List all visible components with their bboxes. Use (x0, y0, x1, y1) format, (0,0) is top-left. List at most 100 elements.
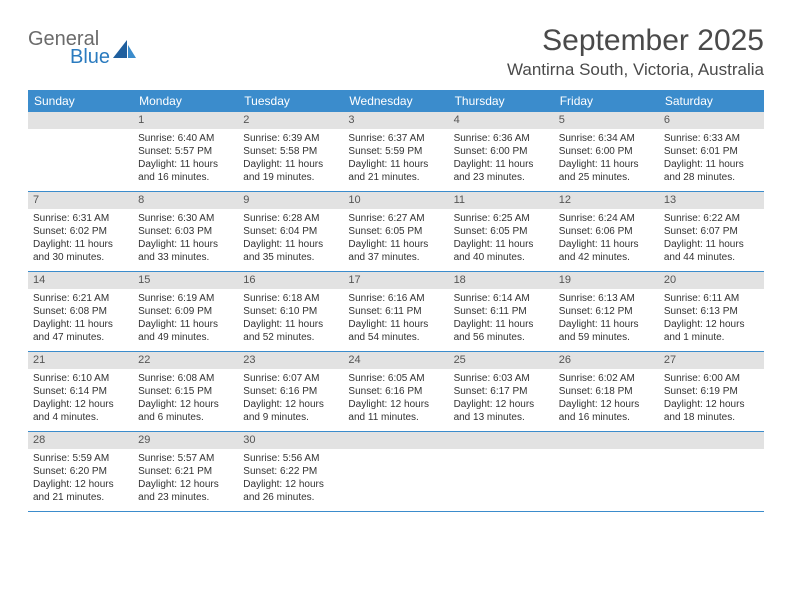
daylight-line1: Daylight: 11 hours (138, 238, 233, 251)
sunrise-text: Sunrise: 6:25 AM (454, 212, 549, 225)
daylight-line1: Daylight: 12 hours (33, 478, 128, 491)
calendar-cell: 17Sunrise: 6:16 AMSunset: 6:11 PMDayligh… (343, 272, 448, 352)
sunrise-text: Sunrise: 6:18 AM (243, 292, 338, 305)
day-number: 3 (343, 112, 448, 129)
sunset-text: Sunset: 6:15 PM (138, 385, 233, 398)
day-number: 16 (238, 272, 343, 289)
daylight-line1: Daylight: 11 hours (454, 158, 549, 171)
sunset-text: Sunset: 6:05 PM (348, 225, 443, 238)
sunset-text: Sunset: 6:07 PM (664, 225, 759, 238)
calendar-cell: 7Sunrise: 6:31 AMSunset: 6:02 PMDaylight… (28, 192, 133, 272)
daylight-line1: Daylight: 12 hours (664, 398, 759, 411)
calendar-cell: 26Sunrise: 6:02 AMSunset: 6:18 PMDayligh… (554, 352, 659, 432)
daylight-line2: and 59 minutes. (559, 331, 654, 344)
daylight-line2: and 33 minutes. (138, 251, 233, 264)
day-header: Friday (554, 90, 659, 112)
sunrise-text: Sunrise: 6:03 AM (454, 372, 549, 385)
sunrise-text: Sunrise: 6:40 AM (138, 132, 233, 145)
day-header: Saturday (659, 90, 764, 112)
day-header: Wednesday (343, 90, 448, 112)
day-number: 23 (238, 352, 343, 369)
daylight-line1: Daylight: 11 hours (559, 318, 654, 331)
calendar-cell: 18Sunrise: 6:14 AMSunset: 6:11 PMDayligh… (449, 272, 554, 352)
sunrise-text: Sunrise: 6:21 AM (33, 292, 128, 305)
daylight-line2: and 52 minutes. (243, 331, 338, 344)
sunrise-text: Sunrise: 6:19 AM (138, 292, 233, 305)
day-number-empty (449, 432, 554, 449)
daylight-line1: Daylight: 11 hours (664, 158, 759, 171)
daylight-line2: and 30 minutes. (33, 251, 128, 264)
calendar-header-row: Sunday Monday Tuesday Wednesday Thursday… (28, 90, 764, 112)
sunrise-text: Sunrise: 6:31 AM (33, 212, 128, 225)
sunset-text: Sunset: 6:20 PM (33, 465, 128, 478)
calendar-cell: 22Sunrise: 6:08 AMSunset: 6:15 PMDayligh… (133, 352, 238, 432)
daylight-line1: Daylight: 12 hours (348, 398, 443, 411)
day-number-empty (343, 432, 448, 449)
calendar-cell: 4Sunrise: 6:36 AMSunset: 6:00 PMDaylight… (449, 112, 554, 192)
daylight-line2: and 37 minutes. (348, 251, 443, 264)
sunset-text: Sunset: 5:57 PM (138, 145, 233, 158)
calendar-cell: 15Sunrise: 6:19 AMSunset: 6:09 PMDayligh… (133, 272, 238, 352)
daylight-line1: Daylight: 11 hours (243, 318, 338, 331)
sunrise-text: Sunrise: 5:56 AM (243, 452, 338, 465)
daylight-line1: Daylight: 12 hours (454, 398, 549, 411)
daylight-line1: Daylight: 11 hours (664, 238, 759, 251)
day-number-empty (659, 432, 764, 449)
calendar-cell: 28Sunrise: 5:59 AMSunset: 6:20 PMDayligh… (28, 432, 133, 512)
day-number: 28 (28, 432, 133, 449)
day-number-empty (28, 112, 133, 129)
daylight-line2: and 23 minutes. (454, 171, 549, 184)
calendar-cell: 19Sunrise: 6:13 AMSunset: 6:12 PMDayligh… (554, 272, 659, 352)
daylight-line2: and 1 minute. (664, 331, 759, 344)
daylight-line1: Daylight: 12 hours (138, 478, 233, 491)
daylight-line2: and 49 minutes. (138, 331, 233, 344)
day-number: 30 (238, 432, 343, 449)
sunset-text: Sunset: 6:08 PM (33, 305, 128, 318)
day-number: 18 (449, 272, 554, 289)
sunrise-text: Sunrise: 6:14 AM (454, 292, 549, 305)
day-number: 20 (659, 272, 764, 289)
daylight-line1: Daylight: 11 hours (348, 238, 443, 251)
daylight-line2: and 19 minutes. (243, 171, 338, 184)
header-row: General Blue September 2025 Wantirna Sou… (28, 24, 764, 80)
daylight-line1: Daylight: 12 hours (243, 478, 338, 491)
sunset-text: Sunset: 6:05 PM (454, 225, 549, 238)
sunrise-text: Sunrise: 6:05 AM (348, 372, 443, 385)
day-number: 21 (28, 352, 133, 369)
sunrise-text: Sunrise: 6:39 AM (243, 132, 338, 145)
calendar-cell: 25Sunrise: 6:03 AMSunset: 6:17 PMDayligh… (449, 352, 554, 432)
day-number: 12 (554, 192, 659, 209)
sunset-text: Sunset: 6:22 PM (243, 465, 338, 478)
day-header: Monday (133, 90, 238, 112)
calendar-cell: 8Sunrise: 6:30 AMSunset: 6:03 PMDaylight… (133, 192, 238, 272)
daylight-line1: Daylight: 11 hours (348, 158, 443, 171)
day-number: 10 (343, 192, 448, 209)
calendar-cell: 14Sunrise: 6:21 AMSunset: 6:08 PMDayligh… (28, 272, 133, 352)
daylight-line1: Daylight: 11 hours (454, 238, 549, 251)
sunrise-text: Sunrise: 6:07 AM (243, 372, 338, 385)
day-number: 8 (133, 192, 238, 209)
sunrise-text: Sunrise: 5:57 AM (138, 452, 233, 465)
daylight-line2: and 26 minutes. (243, 491, 338, 504)
day-header: Tuesday (238, 90, 343, 112)
day-number: 2 (238, 112, 343, 129)
month-title: September 2025 (507, 24, 764, 58)
daylight-line2: and 21 minutes. (348, 171, 443, 184)
day-number: 25 (449, 352, 554, 369)
day-number: 22 (133, 352, 238, 369)
calendar-cell: 9Sunrise: 6:28 AMSunset: 6:04 PMDaylight… (238, 192, 343, 272)
day-header: Thursday (449, 90, 554, 112)
sunrise-text: Sunrise: 6:33 AM (664, 132, 759, 145)
daylight-line1: Daylight: 11 hours (33, 318, 128, 331)
day-header: Sunday (28, 90, 133, 112)
sunrise-text: Sunrise: 6:10 AM (33, 372, 128, 385)
daylight-line2: and 9 minutes. (243, 411, 338, 424)
page: General Blue September 2025 Wantirna Sou… (0, 0, 792, 528)
sunset-text: Sunset: 6:03 PM (138, 225, 233, 238)
calendar-cell: 5Sunrise: 6:34 AMSunset: 6:00 PMDaylight… (554, 112, 659, 192)
daylight-line2: and 6 minutes. (138, 411, 233, 424)
day-number: 4 (449, 112, 554, 129)
sunset-text: Sunset: 6:21 PM (138, 465, 233, 478)
calendar-cell: 2Sunrise: 6:39 AMSunset: 5:58 PMDaylight… (238, 112, 343, 192)
sunrise-text: Sunrise: 6:22 AM (664, 212, 759, 225)
